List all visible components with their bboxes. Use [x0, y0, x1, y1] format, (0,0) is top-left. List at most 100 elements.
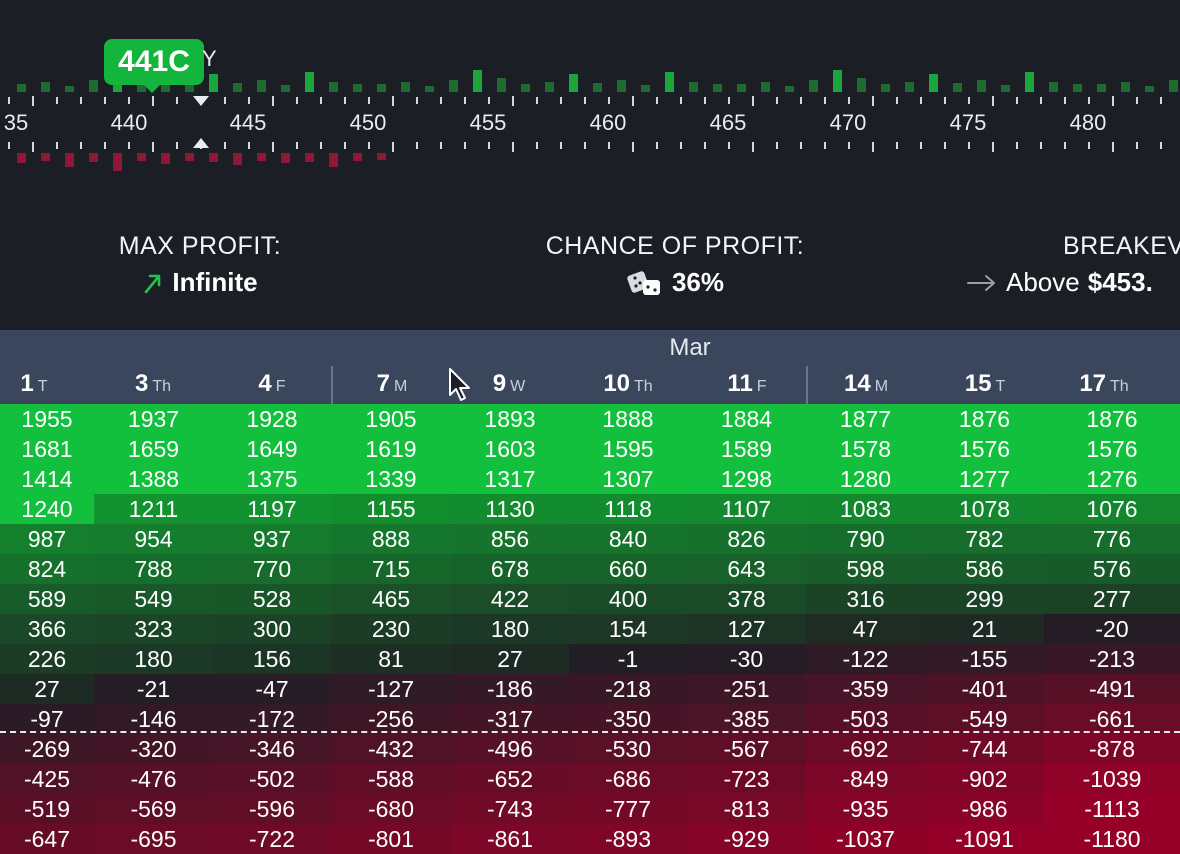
- pl-cell[interactable]: -496: [451, 734, 569, 764]
- pl-cell[interactable]: 180: [94, 644, 213, 674]
- day-header[interactable]: 11 F: [727, 370, 766, 398]
- pl-cell[interactable]: 366: [0, 614, 94, 644]
- pl-cell[interactable]: -722: [213, 824, 331, 854]
- pl-cell[interactable]: -320: [94, 734, 213, 764]
- pl-cell[interactable]: 826: [687, 524, 806, 554]
- pl-cell[interactable]: -849: [806, 764, 925, 794]
- pl-cell[interactable]: 1211: [94, 494, 213, 524]
- pl-cell[interactable]: -569: [94, 794, 213, 824]
- pl-cell[interactable]: 1375: [213, 464, 331, 494]
- pl-cell[interactable]: 323: [94, 614, 213, 644]
- pl-cell[interactable]: -1113: [1044, 794, 1180, 824]
- pl-cell[interactable]: 226: [0, 644, 94, 674]
- pl-cell[interactable]: 643: [687, 554, 806, 584]
- pl-cell[interactable]: 1888: [569, 404, 687, 434]
- pl-cell[interactable]: 1276: [1044, 464, 1180, 494]
- pl-cell[interactable]: 840: [569, 524, 687, 554]
- pl-cell[interactable]: 1905: [331, 404, 451, 434]
- pl-cell[interactable]: 1414: [0, 464, 94, 494]
- pl-cell[interactable]: 1659: [94, 434, 213, 464]
- pl-cell[interactable]: -695: [94, 824, 213, 854]
- pl-cell[interactable]: -1: [569, 644, 687, 674]
- pl-cell[interactable]: 127: [687, 614, 806, 644]
- pl-cell[interactable]: 21: [925, 614, 1044, 644]
- pl-cell[interactable]: -680: [331, 794, 451, 824]
- pl-cell[interactable]: -359: [806, 674, 925, 704]
- pl-cell[interactable]: -801: [331, 824, 451, 854]
- pl-cell[interactable]: 1937: [94, 404, 213, 434]
- pl-cell[interactable]: 300: [213, 614, 331, 644]
- pl-cell[interactable]: -935: [806, 794, 925, 824]
- pl-cell[interactable]: -530: [569, 734, 687, 764]
- pl-cell[interactable]: 1681: [0, 434, 94, 464]
- pl-cell[interactable]: 400: [569, 584, 687, 614]
- pl-cell[interactable]: 549: [94, 584, 213, 614]
- pl-cell[interactable]: -186: [451, 674, 569, 704]
- pl-cell[interactable]: 790: [806, 524, 925, 554]
- pl-cell[interactable]: -251: [687, 674, 806, 704]
- pl-cell[interactable]: -317: [451, 704, 569, 734]
- pl-cell[interactable]: 1118: [569, 494, 687, 524]
- pl-cell[interactable]: -1180: [1044, 824, 1180, 854]
- pl-cell[interactable]: -744: [925, 734, 1044, 764]
- pl-cell[interactable]: -893: [569, 824, 687, 854]
- pl-cell[interactable]: 27: [0, 674, 94, 704]
- pl-cell[interactable]: -30: [687, 644, 806, 674]
- pl-cell[interactable]: 1619: [331, 434, 451, 464]
- pl-cell[interactable]: -692: [806, 734, 925, 764]
- pl-cell[interactable]: 954: [94, 524, 213, 554]
- pl-cell[interactable]: -491: [1044, 674, 1180, 704]
- pl-cell[interactable]: 1576: [1044, 434, 1180, 464]
- pl-cell[interactable]: 1876: [1044, 404, 1180, 434]
- pl-cell[interactable]: -476: [94, 764, 213, 794]
- pl-cell[interactable]: 937: [213, 524, 331, 554]
- pl-cell[interactable]: -401: [925, 674, 1044, 704]
- pl-cell[interactable]: 1076: [1044, 494, 1180, 524]
- pl-cell[interactable]: 1078: [925, 494, 1044, 524]
- pl-cell[interactable]: -425: [0, 764, 94, 794]
- pl-cell[interactable]: -385: [687, 704, 806, 734]
- pl-cell[interactable]: 1578: [806, 434, 925, 464]
- pl-cell[interactable]: -588: [331, 764, 451, 794]
- pl-cell[interactable]: -146: [94, 704, 213, 734]
- pl-cell[interactable]: 1130: [451, 494, 569, 524]
- pl-cell[interactable]: 47: [806, 614, 925, 644]
- pl-cell[interactable]: 81: [331, 644, 451, 674]
- pl-cell[interactable]: -21: [94, 674, 213, 704]
- pl-cell[interactable]: 678: [451, 554, 569, 584]
- pl-cell[interactable]: 1589: [687, 434, 806, 464]
- pl-cell[interactable]: 1197: [213, 494, 331, 524]
- pl-cell[interactable]: -218: [569, 674, 687, 704]
- pl-cell[interactable]: -256: [331, 704, 451, 734]
- pl-cell[interactable]: 1603: [451, 434, 569, 464]
- pl-cell[interactable]: 180: [451, 614, 569, 644]
- pl-cell[interactable]: -1039: [1044, 764, 1180, 794]
- pl-cell[interactable]: 316: [806, 584, 925, 614]
- pl-cell[interactable]: -986: [925, 794, 1044, 824]
- pl-cell[interactable]: 156: [213, 644, 331, 674]
- pl-cell[interactable]: 1083: [806, 494, 925, 524]
- pl-cell[interactable]: -549: [925, 704, 1044, 734]
- pl-cell[interactable]: 154: [569, 614, 687, 644]
- pl-cell[interactable]: -503: [806, 704, 925, 734]
- pl-cell[interactable]: -155: [925, 644, 1044, 674]
- pl-cell[interactable]: -1091: [925, 824, 1044, 854]
- pl-cell[interactable]: 1280: [806, 464, 925, 494]
- profit-loss-grid[interactable]: 1955 1937 1928 1905 1893 1888 1884 1877 1876 1876…: [0, 404, 1180, 854]
- pl-cell[interactable]: 1298: [687, 464, 806, 494]
- pl-cell[interactable]: 1339: [331, 464, 451, 494]
- pl-cell[interactable]: 856: [451, 524, 569, 554]
- strike-ladder[interactable]: 35 440 445 450 455 460 465 470 475 480 4…: [0, 0, 1180, 200]
- pl-cell[interactable]: 1317: [451, 464, 569, 494]
- pl-cell[interactable]: -902: [925, 764, 1044, 794]
- pl-cell[interactable]: -350: [569, 704, 687, 734]
- pl-cell[interactable]: -929: [687, 824, 806, 854]
- pl-cell[interactable]: 465: [331, 584, 451, 614]
- pl-cell[interactable]: 589: [0, 584, 94, 614]
- day-header[interactable]: 10 Th: [603, 370, 652, 398]
- pl-cell[interactable]: 422: [451, 584, 569, 614]
- pl-cell[interactable]: 1876: [925, 404, 1044, 434]
- day-header[interactable]: 15 T: [965, 370, 1005, 398]
